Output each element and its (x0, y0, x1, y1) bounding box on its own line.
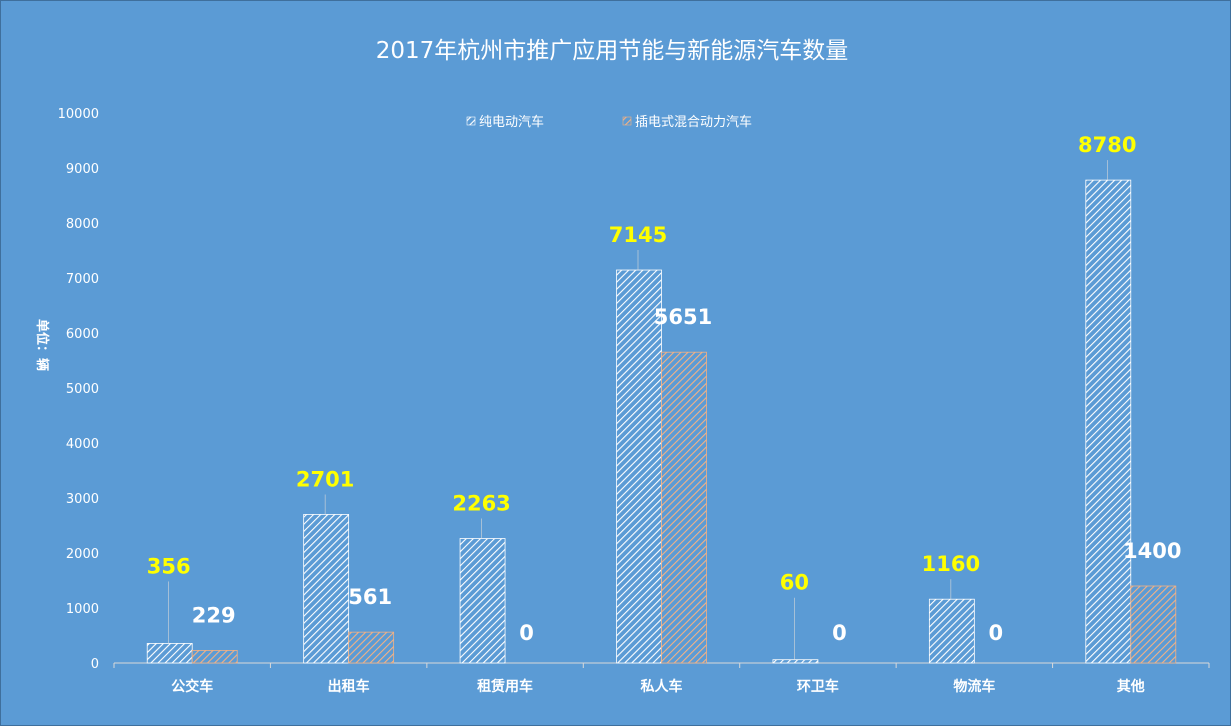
x-tick-label: 物流车 (953, 678, 995, 695)
y-tick-label: 2000 (66, 547, 99, 562)
chart-title: 2017年杭州市推广应用节能与新能源汽车数量 (376, 38, 849, 64)
data-label: 60 (780, 571, 809, 595)
x-tick-label: 其他 (1117, 678, 1145, 695)
y-tick-label: 1000 (66, 602, 99, 617)
bars (146, 179, 1177, 664)
x-tick-label: 租赁用车 (477, 678, 533, 695)
y-tick-label: 0 (91, 657, 99, 672)
y-axis-label: 单位：辆 (34, 319, 50, 371)
data-label: 7145 (609, 223, 667, 247)
legend-swatch (622, 116, 632, 126)
y-axis: 0 1000 2000 3000 4000 5000 6000 7000 8000 9000 100… (58, 107, 99, 672)
data-labels: 356 229 2701 561 2263 0 7145 5651 60 0 1160 0 8780 14… (147, 133, 1182, 660)
bar (928, 598, 975, 664)
data-label: 1400 (1123, 539, 1181, 563)
bar (1130, 585, 1177, 664)
bar (146, 643, 193, 664)
legend-label: 纯电动汽车 (479, 114, 544, 130)
bar (459, 538, 506, 664)
data-label: 0 (519, 621, 534, 645)
x-tick-label: 出租车 (328, 678, 370, 695)
legend: 纯电动汽车 插电式混合动力汽车 (466, 114, 752, 130)
data-label: 0 (989, 621, 1004, 645)
x-axis: 公交车 出租车 租赁用车 私人车 环卫车 物流车 其他 (113, 662, 1210, 695)
y-tick-label: 5000 (66, 382, 99, 397)
y-tick-label: 4000 (66, 437, 99, 452)
bar (772, 659, 819, 664)
data-label: 8780 (1078, 133, 1136, 157)
data-label: 5651 (654, 305, 712, 329)
legend-swatch (466, 116, 476, 126)
data-label: 0 (832, 621, 847, 645)
data-label: 1160 (922, 552, 980, 576)
x-tick-label: 私人车 (641, 678, 683, 695)
y-tick-label: 9000 (66, 162, 99, 177)
bar (616, 269, 662, 664)
data-label: 229 (192, 603, 236, 627)
y-tick-label: 8000 (66, 217, 99, 232)
bar (1085, 179, 1132, 664)
x-tick-label: 环卫车 (797, 678, 839, 695)
data-label: 2263 (452, 492, 510, 516)
legend-label: 插电式混合动力汽车 (635, 114, 752, 130)
bar (303, 514, 350, 664)
bar (348, 631, 395, 664)
data-label: 561 (348, 585, 392, 609)
x-tick-label: 公交车 (171, 678, 213, 695)
data-label: 356 (147, 554, 191, 578)
y-tick-label: 3000 (66, 492, 99, 507)
y-tick-label: 6000 (66, 327, 99, 342)
bar (191, 650, 238, 664)
y-tick-label: 10000 (58, 107, 99, 122)
bar (661, 351, 707, 664)
y-tick-label: 7000 (66, 272, 99, 287)
data-label: 2701 (296, 467, 354, 491)
